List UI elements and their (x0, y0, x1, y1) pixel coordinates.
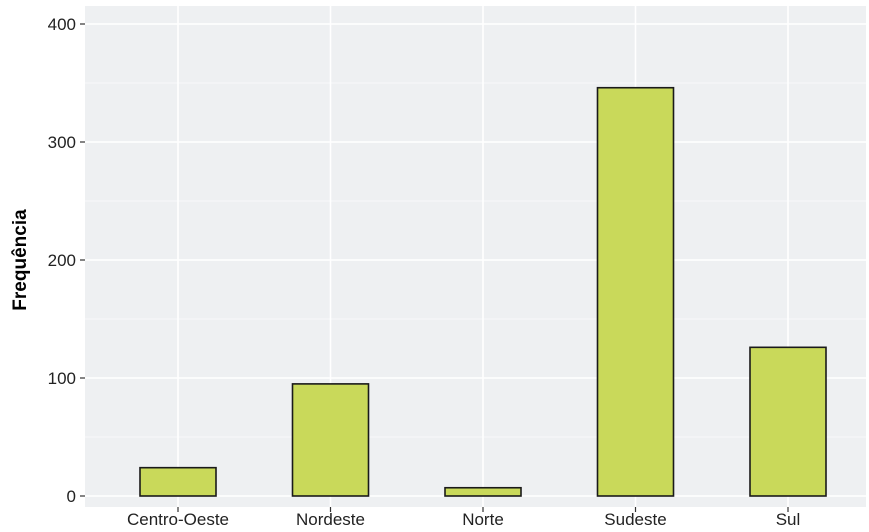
x-tick-label: Norte (462, 510, 504, 527)
minor-gridlines (85, 82, 866, 438)
y-axis-title: Frequência (10, 209, 31, 311)
y-tick-label: 200 (48, 251, 76, 270)
plot-panel (85, 6, 866, 507)
bars (139, 86, 827, 497)
x-tick-label: Sul (776, 510, 801, 527)
y-tick-label: 100 (48, 369, 76, 388)
y-tick-label: 400 (48, 15, 76, 34)
y-tick-label: 300 (48, 133, 76, 152)
bar-centro-oeste (139, 466, 217, 497)
x-tick-label: Nordeste (296, 510, 365, 527)
x-tick-label: Centro-Oeste (127, 510, 229, 527)
y-axis: 0 100 200 300 400 (48, 15, 85, 506)
bar-nordeste (291, 383, 370, 497)
x-tick-label: Sudeste (604, 510, 666, 527)
bar-sul (749, 346, 827, 497)
bar-norte (444, 486, 522, 497)
bar-sudeste (596, 86, 675, 497)
x-axis: Centro-Oeste Nordeste Norte Sudeste Sul (127, 507, 801, 529)
y-tick-label: 0 (67, 487, 76, 506)
